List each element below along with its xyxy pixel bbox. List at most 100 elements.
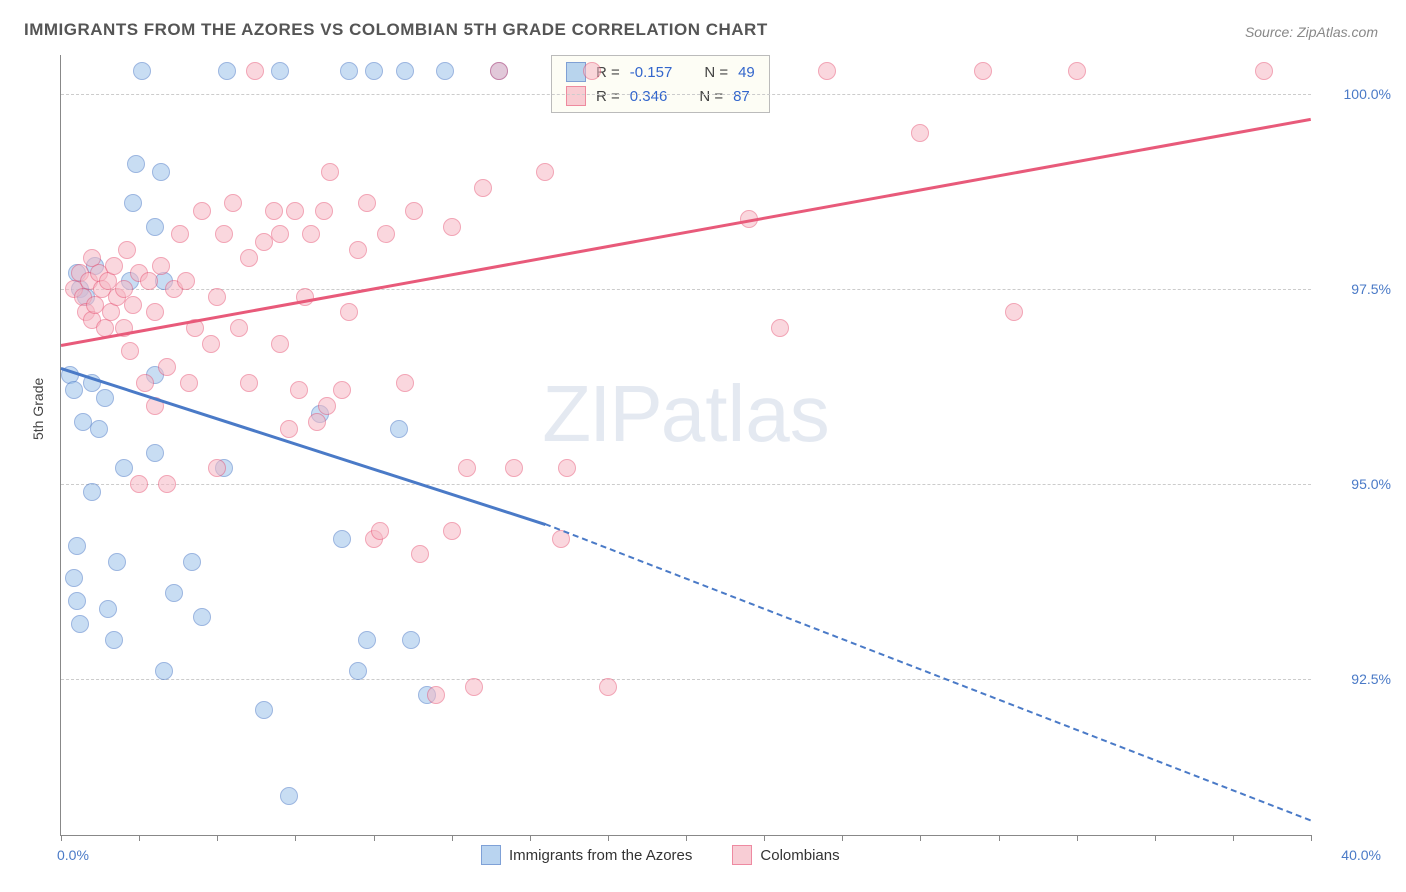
colombians-point xyxy=(308,413,326,431)
x-tick xyxy=(217,835,218,841)
colombians-point xyxy=(136,374,154,392)
colombians-point xyxy=(224,194,242,212)
azores-point xyxy=(349,662,367,680)
azores-point xyxy=(193,608,211,626)
azores-point xyxy=(99,600,117,618)
colombians-point xyxy=(265,202,283,220)
colombians-point xyxy=(230,319,248,337)
azores-point xyxy=(65,569,83,587)
colombians-point xyxy=(1068,62,1086,80)
colombians-point xyxy=(443,218,461,236)
azores-point xyxy=(124,194,142,212)
colombians-point xyxy=(246,62,264,80)
colombians-trendline xyxy=(61,117,1311,346)
x-tick xyxy=(530,835,531,841)
azores-point xyxy=(105,631,123,649)
colombians-point xyxy=(599,678,617,696)
x-tick xyxy=(61,835,62,841)
colombians-point xyxy=(474,179,492,197)
azores-point xyxy=(218,62,236,80)
colombians-point xyxy=(411,545,429,563)
colombians-point xyxy=(371,522,389,540)
colombians-point xyxy=(458,459,476,477)
x-tick xyxy=(1233,835,1234,841)
colombians-swatch xyxy=(566,86,586,106)
colombians-point xyxy=(158,358,176,376)
colombians-point xyxy=(180,374,198,392)
watermark: ZIPatlas xyxy=(542,368,829,460)
azores-point xyxy=(183,553,201,571)
azores-point xyxy=(68,592,86,610)
colombians-point xyxy=(208,288,226,306)
x-tick xyxy=(1077,835,1078,841)
scatter-plot: ZIPatlas R =-0.157N =49R =0.346N =87 Imm… xyxy=(60,55,1311,836)
gridline xyxy=(61,94,1311,95)
colombians-point xyxy=(340,303,358,321)
azores-point xyxy=(115,459,133,477)
y-tick-label: 92.5% xyxy=(1351,671,1391,687)
azores-point xyxy=(365,62,383,80)
colombians-point xyxy=(358,194,376,212)
colombians-point xyxy=(118,241,136,259)
azores-point xyxy=(90,420,108,438)
azores-point xyxy=(155,662,173,680)
azores-point xyxy=(65,381,83,399)
r-label: R = xyxy=(596,88,620,105)
colombians-point xyxy=(105,257,123,275)
colombians-point xyxy=(911,124,929,142)
colombians-point xyxy=(1255,62,1273,80)
azores-r-value: -0.157 xyxy=(630,64,673,81)
colombians-point xyxy=(121,342,139,360)
azores-point xyxy=(127,155,145,173)
colombians-point xyxy=(349,241,367,259)
colombians-point xyxy=(536,163,554,181)
colombians-point xyxy=(465,678,483,696)
colombians-point xyxy=(271,225,289,243)
colombians-n-value: 87 xyxy=(733,88,750,105)
source-label: Source: ZipAtlas.com xyxy=(1245,24,1378,40)
x-tick xyxy=(295,835,296,841)
colombians-r-value: 0.346 xyxy=(630,88,668,105)
azores-point xyxy=(71,615,89,633)
colombians-point xyxy=(158,475,176,493)
colombians-point xyxy=(1005,303,1023,321)
colombians-point xyxy=(146,303,164,321)
azores-point xyxy=(146,444,164,462)
azores-point xyxy=(333,530,351,548)
colombians-point xyxy=(215,225,233,243)
azores-point xyxy=(146,218,164,236)
azores-point xyxy=(165,584,183,602)
correlation-legend: R =-0.157N =49R =0.346N =87 xyxy=(551,55,770,113)
x-tick xyxy=(686,835,687,841)
azores-point xyxy=(436,62,454,80)
colombians-point xyxy=(443,522,461,540)
azores-point xyxy=(152,163,170,181)
azores-point xyxy=(133,62,151,80)
colombians-point xyxy=(321,163,339,181)
colombians-point xyxy=(290,381,308,399)
n-label: N = xyxy=(704,64,728,81)
legend-item-azores: Immigrants from the Azores xyxy=(481,845,692,865)
colombians-point xyxy=(193,202,211,220)
n-label: N = xyxy=(699,88,723,105)
colombians-point xyxy=(377,225,395,243)
chart-title: IMMIGRANTS FROM THE AZORES VS COLOMBIAN … xyxy=(24,20,768,40)
x-tick xyxy=(764,835,765,841)
colombians-swatch xyxy=(732,845,752,865)
legend-row-colombians: R = 0.346 N = 87 xyxy=(566,84,755,108)
colombians-point xyxy=(427,686,445,704)
azores-point xyxy=(255,701,273,719)
x-tick xyxy=(608,835,609,841)
x-tick xyxy=(1155,835,1156,841)
colombians-point xyxy=(505,459,523,477)
x-tick xyxy=(842,835,843,841)
x-tick xyxy=(452,835,453,841)
colombians-point xyxy=(490,62,508,80)
x-tick xyxy=(139,835,140,841)
colombians-point xyxy=(286,202,304,220)
x-tick xyxy=(374,835,375,841)
x-axis-min-label: 0.0% xyxy=(57,847,89,863)
azores-trendline-extrapolated xyxy=(545,523,1311,821)
watermark-text-a: ZIP xyxy=(542,369,660,458)
gridline xyxy=(61,484,1311,485)
